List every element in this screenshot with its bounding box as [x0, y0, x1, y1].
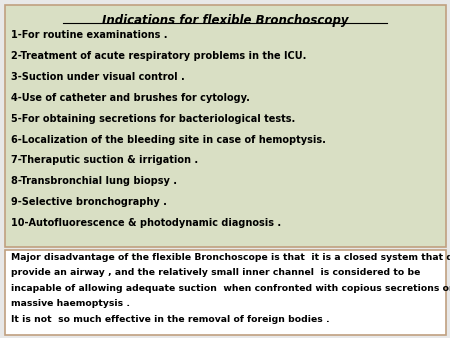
Text: 4-Use of catheter and brushes for cytology.: 4-Use of catheter and brushes for cytolo… — [11, 93, 250, 103]
Text: 7-Theraputic suction & irrigation .: 7-Theraputic suction & irrigation . — [11, 155, 198, 166]
Text: It is not  so much effective in the removal of foreign bodies .: It is not so much effective in the remov… — [11, 315, 330, 324]
Text: massive haemoptysis .: massive haemoptysis . — [11, 299, 130, 309]
Text: 5-For obtaining secretions for bacteriological tests.: 5-For obtaining secretions for bacteriol… — [11, 114, 296, 124]
FancyBboxPatch shape — [4, 250, 446, 335]
Text: Indications for flexible Bronchoscopy: Indications for flexible Bronchoscopy — [102, 14, 348, 27]
Text: 6-Localization of the bleeding site in case of hemoptysis.: 6-Localization of the bleeding site in c… — [11, 135, 326, 145]
Text: 10-Autofluorescence & photodynamic diagnosis .: 10-Autofluorescence & photodynamic diagn… — [11, 218, 281, 228]
Text: 8-Transbronchial lung biopsy .: 8-Transbronchial lung biopsy . — [11, 176, 177, 187]
Text: 1-For routine examinations .: 1-For routine examinations . — [11, 30, 168, 40]
Text: 3-Suction under visual control .: 3-Suction under visual control . — [11, 72, 185, 82]
Text: 9-Selective bronchography .: 9-Selective bronchography . — [11, 197, 167, 208]
Text: provide an airway , and the relatively small inner channel  is considered to be: provide an airway , and the relatively s… — [11, 268, 421, 277]
Text: Major disadvantage of the flexible Bronchoscope is that  it is a closed system t: Major disadvantage of the flexible Bronc… — [11, 253, 450, 262]
FancyBboxPatch shape — [4, 5, 446, 247]
Text: incapable of allowing adequate suction  when confronted with copious secretions : incapable of allowing adequate suction w… — [11, 284, 450, 293]
Text: 2-Treatment of acute respiratory problems in the ICU.: 2-Treatment of acute respiratory problem… — [11, 51, 306, 61]
